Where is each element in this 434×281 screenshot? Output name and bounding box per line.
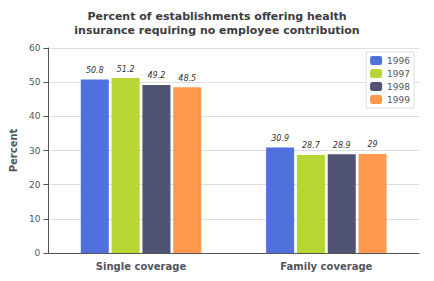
svg-text:49.2: 49.2	[148, 71, 166, 80]
svg-text:insurance requiring no employe: insurance requiring no employee contribu…	[74, 24, 359, 37]
svg-text:20: 20	[29, 180, 41, 190]
svg-text:1998: 1998	[387, 82, 410, 92]
svg-text:1996: 1996	[387, 56, 410, 66]
svg-text:Single coverage: Single coverage	[96, 261, 187, 272]
svg-text:10: 10	[29, 214, 41, 224]
svg-text:48.5: 48.5	[178, 74, 196, 83]
svg-text:51.2: 51.2	[117, 65, 135, 74]
svg-text:30.9: 30.9	[271, 134, 289, 143]
svg-text:30: 30	[29, 146, 41, 156]
svg-text:0: 0	[35, 248, 41, 258]
svg-text:1999: 1999	[387, 95, 410, 105]
svg-text:60: 60	[29, 43, 41, 53]
svg-text:1997: 1997	[387, 69, 410, 79]
svg-text:50: 50	[29, 77, 41, 87]
svg-text:Percent: Percent	[8, 128, 19, 172]
svg-text:28.9: 28.9	[333, 141, 351, 150]
svg-text:29: 29	[367, 140, 377, 149]
svg-text:40: 40	[29, 111, 41, 121]
svg-text:50.8: 50.8	[86, 66, 104, 75]
svg-text:Percent of establishments offe: Percent of establishments offering healt…	[87, 10, 346, 23]
svg-text:Family coverage: Family coverage	[280, 261, 372, 272]
svg-text:28.7: 28.7	[302, 141, 321, 150]
